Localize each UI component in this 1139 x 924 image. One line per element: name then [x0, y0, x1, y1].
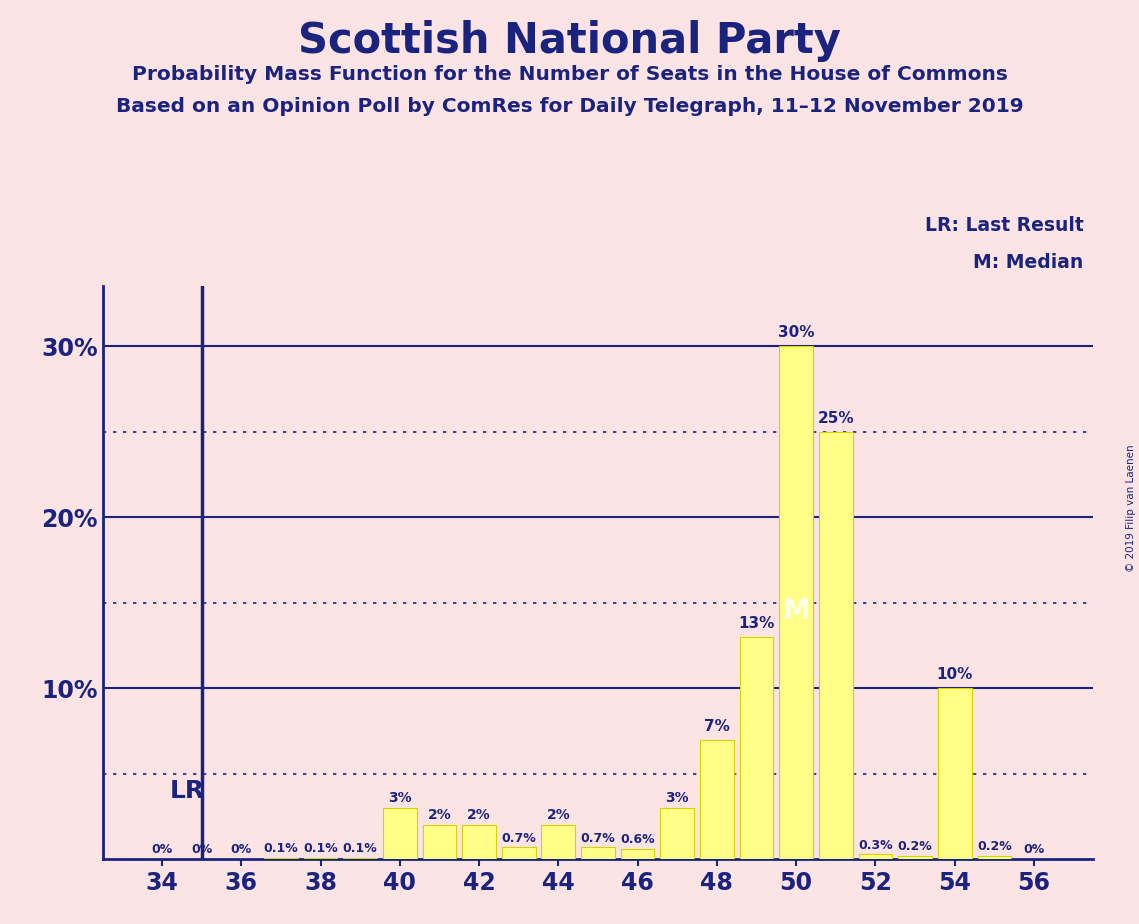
- Text: 3%: 3%: [665, 791, 689, 805]
- Bar: [779, 346, 813, 859]
- Bar: [661, 808, 694, 859]
- Bar: [423, 825, 457, 859]
- Text: 10%: 10%: [936, 667, 973, 682]
- Bar: [462, 825, 495, 859]
- Text: M: M: [782, 597, 810, 626]
- Bar: [700, 739, 734, 859]
- Bar: [859, 854, 892, 859]
- Text: Scottish National Party: Scottish National Party: [298, 20, 841, 62]
- Text: 0.2%: 0.2%: [977, 840, 1011, 854]
- Bar: [899, 856, 932, 859]
- Text: LR: Last Result: LR: Last Result: [925, 216, 1083, 235]
- Bar: [264, 857, 297, 859]
- Bar: [502, 847, 535, 859]
- Bar: [977, 856, 1011, 859]
- Text: Based on an Opinion Poll by ComRes for Daily Telegraph, 11–12 November 2019: Based on an Opinion Poll by ComRes for D…: [116, 97, 1023, 116]
- Text: 0%: 0%: [151, 843, 173, 856]
- Text: © 2019 Filip van Laenen: © 2019 Filip van Laenen: [1126, 444, 1136, 572]
- Bar: [937, 688, 972, 859]
- Bar: [739, 637, 773, 859]
- Text: 2%: 2%: [427, 808, 451, 821]
- Text: 0%: 0%: [230, 843, 252, 856]
- Bar: [343, 857, 377, 859]
- Bar: [819, 432, 853, 859]
- Text: 0.1%: 0.1%: [303, 842, 338, 855]
- Text: 0.3%: 0.3%: [858, 839, 893, 852]
- Text: 7%: 7%: [704, 719, 730, 734]
- Text: 0.7%: 0.7%: [581, 832, 615, 845]
- Text: 0.2%: 0.2%: [898, 840, 933, 854]
- Bar: [541, 825, 575, 859]
- Text: 0.1%: 0.1%: [263, 842, 298, 855]
- Bar: [383, 808, 417, 859]
- Bar: [304, 857, 337, 859]
- Text: 2%: 2%: [547, 808, 571, 821]
- Text: 25%: 25%: [818, 411, 854, 426]
- Text: 0.6%: 0.6%: [621, 833, 655, 846]
- Text: 0%: 0%: [1023, 843, 1044, 856]
- Text: M: Median: M: Median: [974, 253, 1083, 273]
- Text: 30%: 30%: [778, 325, 814, 340]
- Bar: [581, 847, 615, 859]
- Text: LR: LR: [170, 779, 205, 803]
- Text: 0.1%: 0.1%: [343, 842, 377, 855]
- Text: 2%: 2%: [467, 808, 491, 821]
- Text: 13%: 13%: [738, 616, 775, 631]
- Text: Probability Mass Function for the Number of Seats in the House of Commons: Probability Mass Function for the Number…: [132, 65, 1007, 84]
- Bar: [621, 849, 655, 859]
- Text: 3%: 3%: [388, 791, 411, 805]
- Text: 0%: 0%: [191, 843, 212, 856]
- Text: 0.7%: 0.7%: [501, 832, 536, 845]
